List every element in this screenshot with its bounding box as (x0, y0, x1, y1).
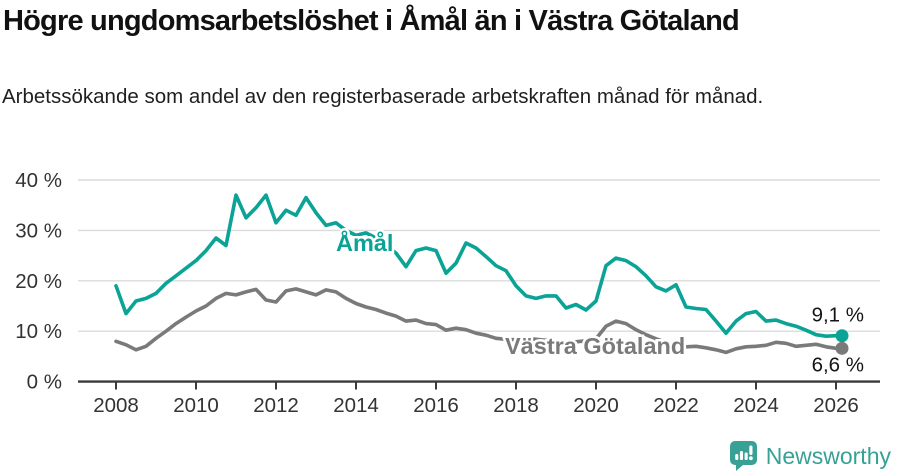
brand-name: Newsworthy (765, 442, 891, 469)
newsworthy-brand-link[interactable]: Newsworthy (729, 441, 891, 471)
x-tick-label: 2022 (653, 394, 699, 417)
series-name-label: Åmål (336, 229, 393, 256)
x-tick-label: 2008 (93, 394, 139, 417)
y-tick-label: 30 % (15, 219, 62, 242)
y-tick-label: 10 % (15, 320, 62, 343)
x-axis: 2008 2010 2012 2014 2016 2018 2020 2022 2024 2026 (93, 381, 859, 417)
x-tick-label: 2024 (733, 394, 779, 417)
x-tick-label: 2026 (813, 394, 859, 417)
series-line-2 (114, 287, 838, 355)
chart-subtitle: Arbetssökande som andel av den registerb… (2, 85, 764, 108)
line-chart: 2008 2010 2012 2014 2016 2018 2020 2022 2024 2026… (15, 169, 880, 417)
series-line-1 (114, 193, 838, 338)
x-tick-label: 2018 (493, 394, 539, 417)
y-tick-label: 40 % (15, 169, 62, 192)
page-title: Högre ungdomsarbetslöshet i Åmål än i Vä… (3, 5, 740, 37)
newsworthy-logo-icon (729, 441, 757, 471)
gridlines (78, 179, 880, 383)
series-end-value-label: 9,1 % (812, 304, 864, 327)
x-tick-label: 2020 (573, 394, 619, 417)
series-lines (114, 193, 838, 355)
series-labels: Åmål Västra Götaland (334, 227, 688, 362)
x-tick-label: 2014 (333, 394, 379, 417)
y-tick-label: 20 % (15, 270, 62, 293)
x-tick-label: 2016 (413, 394, 459, 417)
series-end-dot (835, 329, 849, 343)
series-name-label: Västra Götaland (505, 333, 685, 359)
series-end-dot (835, 341, 849, 355)
x-tick-label: 2012 (253, 394, 299, 417)
y-tick-label: 0 % (27, 371, 62, 394)
x-tick-label: 2010 (173, 394, 219, 417)
y-axis: 0 % 10 % 20 % 30 % 40 % (15, 169, 62, 394)
series-end-value-label: 6,6 % (812, 353, 864, 376)
end-markers: 9,1 % 6,6 % (812, 304, 864, 377)
